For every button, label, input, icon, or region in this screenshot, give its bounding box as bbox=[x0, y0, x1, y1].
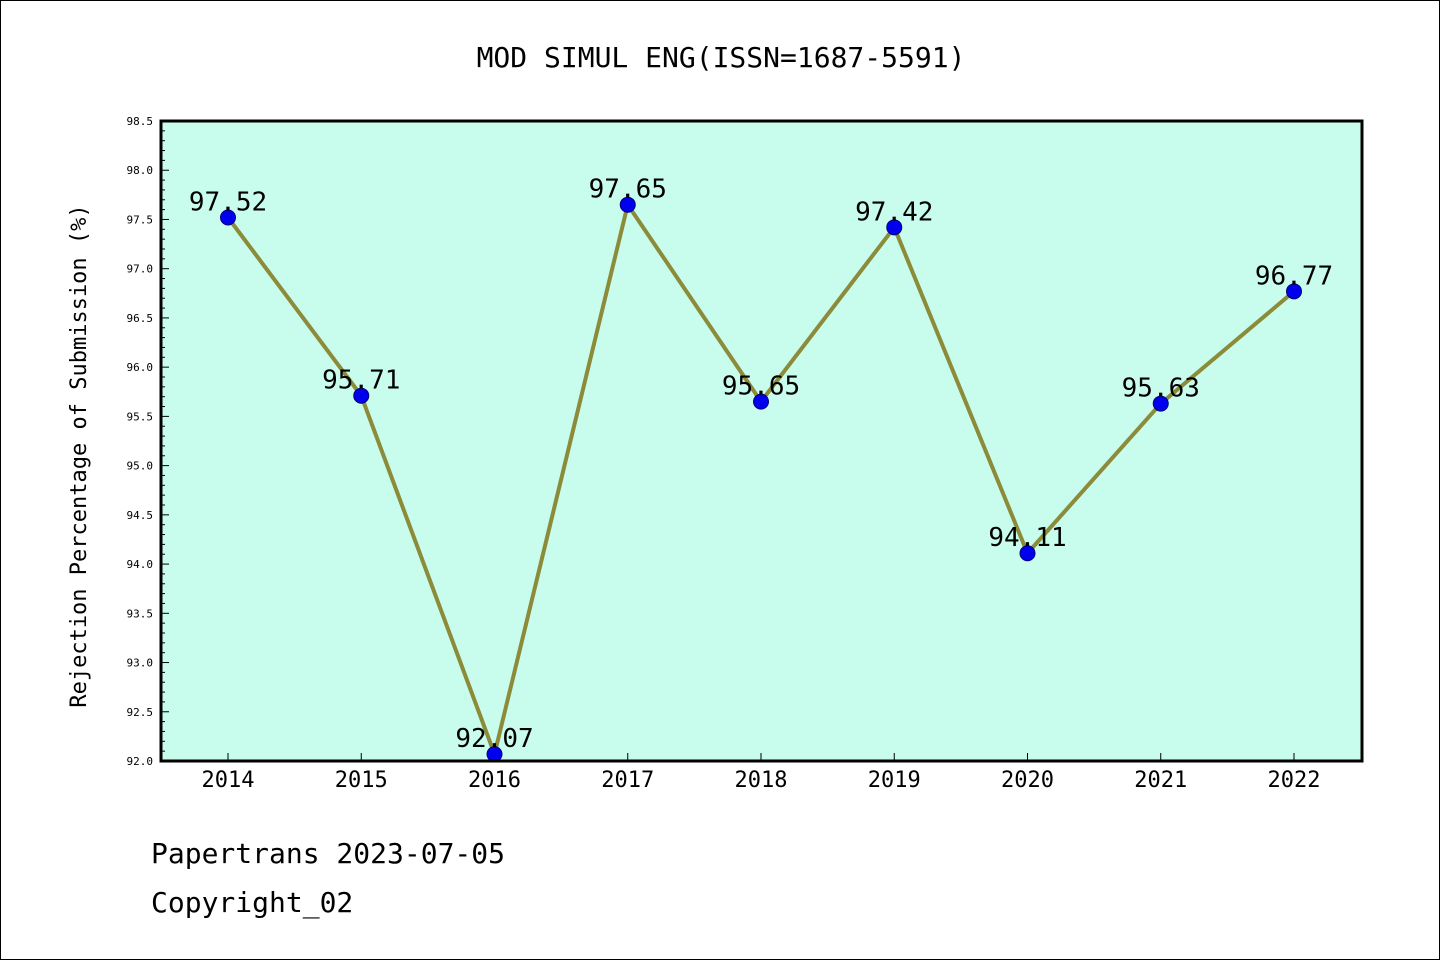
data-label: 92.07 bbox=[455, 724, 533, 754]
y-tick-label: 98.0 bbox=[127, 164, 154, 177]
x-tick-label: 2020 bbox=[1001, 768, 1054, 793]
y-tick-label: 95.0 bbox=[127, 460, 154, 473]
data-point bbox=[220, 209, 236, 226]
data-label: 95.65 bbox=[722, 372, 800, 402]
x-tick-label: 2021 bbox=[1134, 768, 1187, 793]
y-tick-label: 96.5 bbox=[127, 312, 154, 325]
data-label: 97.65 bbox=[589, 175, 667, 205]
data-point bbox=[1152, 395, 1169, 412]
y-tick-label: 92.5 bbox=[127, 706, 154, 719]
y-tick-label: 94.0 bbox=[127, 558, 154, 571]
y-tick-label: 97.0 bbox=[127, 263, 154, 276]
footer-source-text: Papertrans 2023-07-05 bbox=[151, 837, 506, 870]
x-tick-label: 2014 bbox=[202, 768, 255, 793]
y-axis: 92.0 92.5 93.0 93.5 94.0 94.5 95.0 95.5 96.0 96.5… bbox=[127, 115, 169, 768]
data-label: 97.52 bbox=[189, 187, 267, 217]
x-tick-label: 2016 bbox=[468, 768, 521, 793]
data-point bbox=[1286, 283, 1302, 300]
data-label: 95.71 bbox=[322, 366, 400, 396]
data-point bbox=[753, 393, 769, 410]
data-point bbox=[886, 219, 903, 236]
x-tick-label: 2018 bbox=[735, 768, 788, 793]
data-label: 94.11 bbox=[988, 523, 1066, 553]
data-markers bbox=[220, 196, 1302, 763]
y-tick-label: 98.5 bbox=[127, 115, 154, 128]
x-axis: 2014 2015 2016 2017 2018 2019 2020 2021 2022 bbox=[202, 753, 1321, 793]
y-tick-label: 97.5 bbox=[127, 213, 154, 226]
data-label: 95.63 bbox=[1122, 374, 1200, 404]
footer-copyright-text: Copyright_02 bbox=[151, 886, 354, 919]
y-tick-label: 96.0 bbox=[127, 361, 154, 374]
y-tick-label: 93.0 bbox=[127, 657, 154, 670]
x-tick-label: 2015 bbox=[335, 768, 388, 793]
chart-title: MOD SIMUL ENG(ISSN=1687-5591) bbox=[477, 41, 966, 74]
plot-frame bbox=[159, 119, 1364, 763]
data-point bbox=[1019, 545, 1036, 562]
y-tick-label: 94.5 bbox=[127, 509, 154, 522]
data-label: 97.42 bbox=[855, 197, 933, 227]
data-label: 96.77 bbox=[1255, 261, 1333, 291]
y-tick-label: 92.0 bbox=[127, 755, 154, 768]
data-label-group: 97.52 95.71 92.07 97.65 95.65 97.42 94.11 95.63… bbox=[189, 175, 1333, 754]
plot-area bbox=[161, 121, 1362, 761]
x-tick-label: 2022 bbox=[1268, 768, 1321, 793]
y-axis-label: Rejection Percentage of Submission (%) bbox=[67, 204, 92, 707]
data-point bbox=[353, 387, 370, 404]
data-point bbox=[619, 196, 636, 213]
x-tick-label: 2019 bbox=[868, 768, 921, 793]
y-tick-label: 95.5 bbox=[127, 410, 154, 423]
y-tick-label: 93.5 bbox=[127, 607, 154, 620]
x-tick-label: 2017 bbox=[601, 768, 654, 793]
